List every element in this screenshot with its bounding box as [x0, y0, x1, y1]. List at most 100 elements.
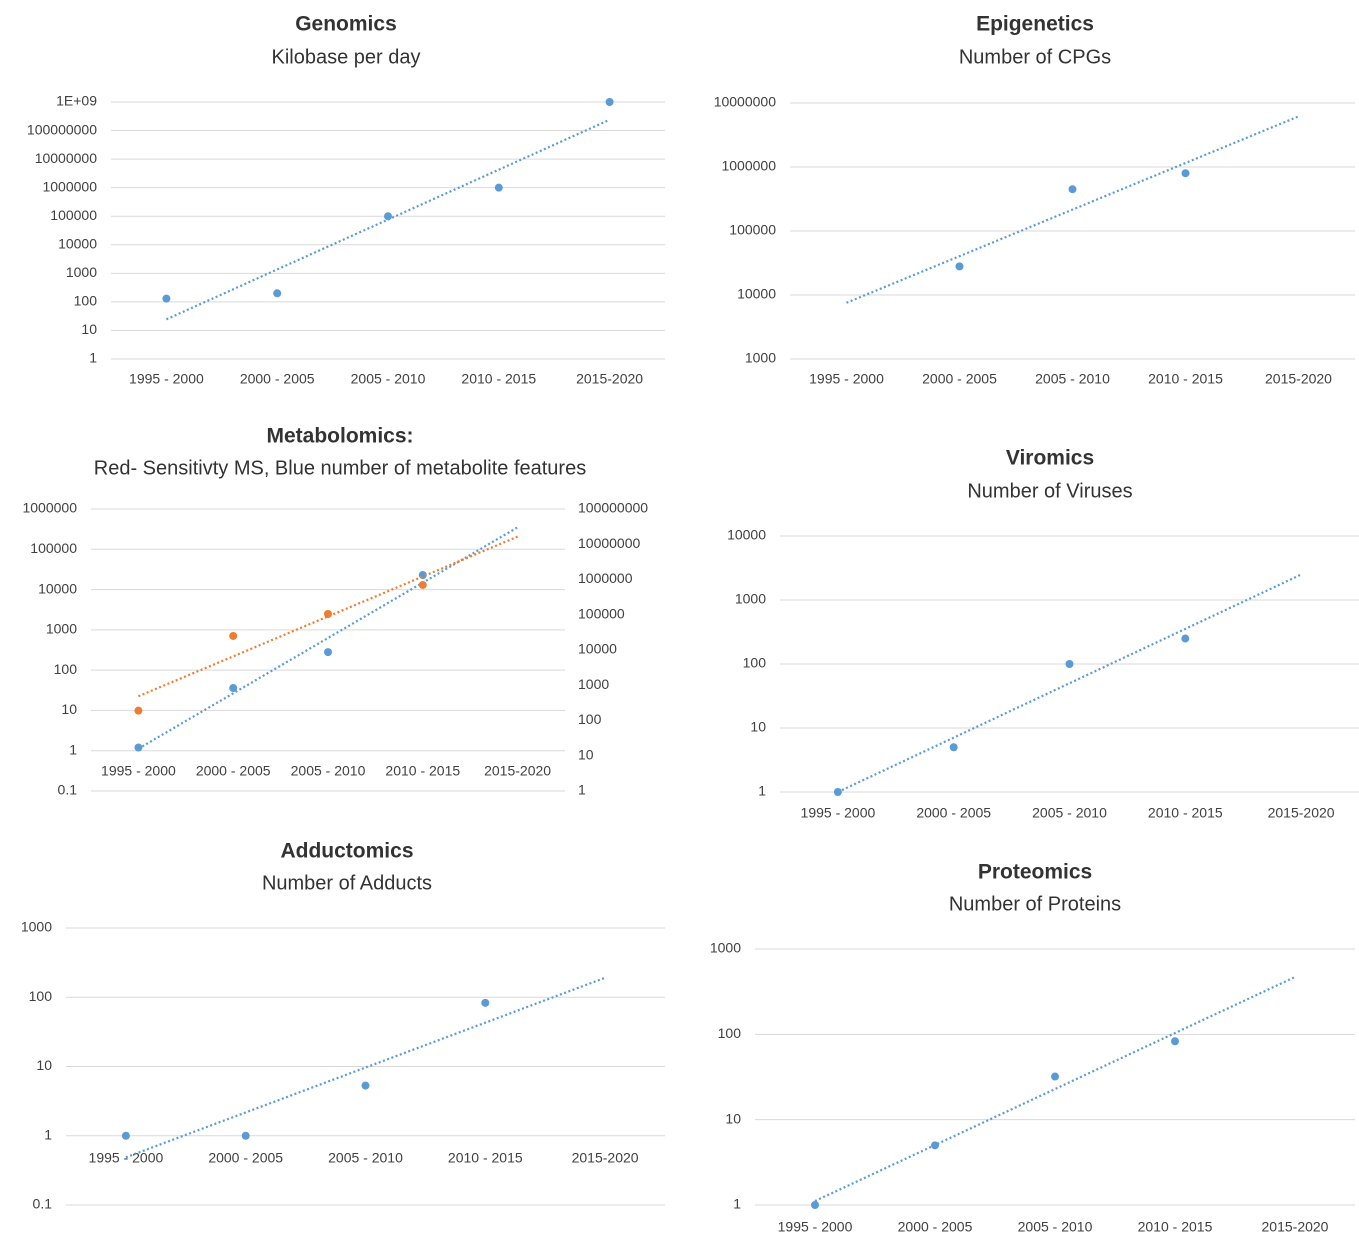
- chart-subtitle: Number of Proteins: [949, 893, 1121, 915]
- y-tick-label: 10000: [58, 235, 97, 251]
- chart-title: Epigenetics: [976, 13, 1094, 36]
- x-tick-label: 1995 - 2000: [101, 763, 176, 779]
- data-point: [384, 212, 392, 221]
- y-tick-label: 1: [733, 1196, 741, 1212]
- chart-subtitle: Number of Viruses: [967, 480, 1132, 502]
- x-tick-label: 2000 - 2005: [922, 371, 997, 387]
- data-point: [241, 1131, 250, 1140]
- data-point: [1051, 1072, 1059, 1081]
- y2-tick-label: 100000: [578, 605, 625, 621]
- x-tick-label: 2005 - 2010: [328, 1150, 403, 1166]
- chart-title: Viromics: [1006, 447, 1094, 470]
- data-point: [324, 610, 332, 619]
- chart-subtitle: Number of CPGs: [959, 46, 1111, 68]
- x-tick-label: 2005 - 2010: [1035, 371, 1110, 387]
- y-tick-label: 1: [44, 1126, 52, 1142]
- y-tick-label: 10000: [737, 286, 776, 302]
- x-tick-label: 2010 - 2015: [1148, 805, 1223, 821]
- trendline: [814, 976, 1296, 1203]
- chart-subtitle: Red- Sensitivty MS, Blue number of metab…: [94, 457, 586, 479]
- x-tick-label: 2005 - 2010: [291, 763, 366, 779]
- data-point: [955, 262, 964, 271]
- data-point: [481, 998, 490, 1007]
- x-tick-label: 1995 - 2000: [778, 1219, 853, 1234]
- data-point: [1181, 169, 1190, 178]
- y-tick-label: 1000: [745, 350, 776, 366]
- y-tick-label: 100: [743, 655, 767, 671]
- data-point: [931, 1141, 939, 1150]
- x-tick-label: 2000 - 2005: [208, 1150, 283, 1166]
- y2-tick-label: 100: [578, 711, 602, 727]
- data-point: [949, 743, 958, 752]
- trendline: [125, 976, 606, 1159]
- y2-tick-label: 10000: [578, 641, 617, 657]
- y-tick-label: 10000000: [714, 94, 777, 110]
- data-point: [605, 98, 614, 106]
- y-tick-label: 10: [750, 719, 766, 735]
- y-tick-label: 100: [718, 1025, 742, 1041]
- x-tick-label: 2015-2020: [1268, 805, 1335, 821]
- data-point: [229, 631, 238, 640]
- x-tick-label: 2005 - 2010: [1032, 805, 1107, 821]
- y-tick-label: 1000: [710, 940, 741, 956]
- data-point: [361, 1081, 370, 1090]
- data-point: [134, 743, 143, 752]
- y-tick-label: 1000: [21, 919, 52, 935]
- data-point: [811, 1201, 819, 1209]
- trendline: [837, 573, 1302, 793]
- x-tick-label: 2015-2020: [576, 371, 643, 387]
- x-tick-label: 1995 - 2000: [129, 371, 204, 387]
- y-tick-label: 10: [725, 1110, 741, 1126]
- x-tick-label: 1995 - 2000: [89, 1150, 164, 1166]
- data-point: [273, 289, 282, 298]
- y-tick-label: 1000: [735, 591, 766, 607]
- y2-tick-label: 1000: [578, 676, 609, 692]
- y-tick-label: 10: [81, 321, 97, 337]
- y-tick-label: 1000000: [42, 178, 97, 194]
- x-tick-label: 2000 - 2005: [898, 1219, 973, 1234]
- data-point: [1181, 634, 1190, 643]
- trendline: [137, 526, 519, 750]
- y-tick-label: 1E+09: [56, 93, 97, 109]
- y-tick-label: 1: [89, 350, 97, 366]
- x-tick-label: 2015-2020: [1265, 371, 1332, 387]
- x-tick-label: 2005 - 2010: [1018, 1219, 1093, 1234]
- y-tick-label: 0.1: [58, 782, 78, 798]
- x-tick-label: 1995 - 2000: [801, 805, 876, 821]
- y-tick-label: 0.1: [33, 1196, 53, 1212]
- y-tick-label: 100: [74, 293, 98, 309]
- x-tick-label: 2010 - 2015: [461, 371, 536, 387]
- data-point: [1171, 1037, 1179, 1046]
- y2-tick-label: 1: [578, 782, 586, 798]
- y-tick-label: 10000000: [35, 150, 98, 166]
- x-tick-label: 2015-2020: [1262, 1219, 1329, 1234]
- y-tick-label: 1000000: [721, 158, 776, 174]
- chart-subtitle: Kilobase per day: [272, 46, 421, 68]
- chart-subtitle: Number of Adducts: [262, 872, 432, 894]
- trendline: [137, 535, 519, 698]
- y-tick-label: 100000: [30, 540, 77, 556]
- y-tick-label: 100000: [50, 207, 97, 223]
- x-tick-label: 2000 - 2005: [240, 371, 315, 387]
- y-tick-label: 1000: [46, 621, 77, 637]
- y2-tick-label: 1000000: [578, 570, 633, 586]
- x-tick-label: 2010 - 2015: [1148, 371, 1223, 387]
- y-tick-label: 100000: [729, 222, 776, 238]
- x-tick-label: 1995 - 2000: [809, 371, 884, 387]
- y-tick-label: 10000: [727, 527, 766, 543]
- y-tick-label: 1000000: [22, 500, 77, 516]
- chart-title: Genomics: [295, 13, 397, 36]
- x-tick-label: 2010 - 2015: [448, 1150, 523, 1166]
- data-point: [1065, 660, 1074, 668]
- y-tick-label: 10: [61, 701, 77, 717]
- x-tick-label: 2005 - 2010: [351, 371, 426, 387]
- y-tick-label: 1: [69, 741, 77, 757]
- trendline: [846, 115, 1299, 304]
- x-tick-label: 2010 - 2015: [1138, 1219, 1213, 1234]
- data-point: [134, 706, 143, 715]
- data-point: [121, 1131, 130, 1140]
- data-point: [162, 294, 171, 303]
- y-tick-label: 100: [29, 988, 53, 1004]
- chart-title: Adductomics: [280, 840, 413, 863]
